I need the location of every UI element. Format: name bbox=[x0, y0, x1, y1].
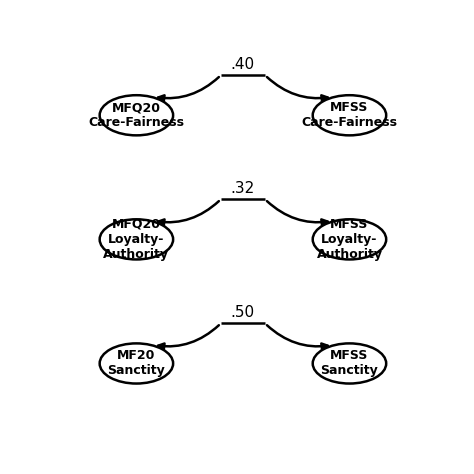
Ellipse shape bbox=[100, 343, 173, 383]
Text: .40: .40 bbox=[231, 57, 255, 72]
Text: MFSS
Loyalty-
Authority: MFSS Loyalty- Authority bbox=[317, 218, 383, 261]
Ellipse shape bbox=[313, 343, 386, 383]
Text: .50: .50 bbox=[231, 305, 255, 320]
Text: MFSS
Sanctity: MFSS Sanctity bbox=[320, 349, 378, 377]
Text: MFQ20
Care-Fairness: MFQ20 Care-Fairness bbox=[88, 101, 184, 129]
Ellipse shape bbox=[100, 219, 173, 259]
Text: MF20
Sanctity: MF20 Sanctity bbox=[108, 349, 165, 377]
Ellipse shape bbox=[313, 95, 386, 136]
Text: .32: .32 bbox=[231, 181, 255, 196]
Text: MFSS
Care-Fairness: MFSS Care-Fairness bbox=[301, 101, 398, 129]
Ellipse shape bbox=[313, 219, 386, 259]
Text: MFQ20
Loyalty-
Authority: MFQ20 Loyalty- Authority bbox=[103, 218, 169, 261]
Ellipse shape bbox=[100, 95, 173, 136]
